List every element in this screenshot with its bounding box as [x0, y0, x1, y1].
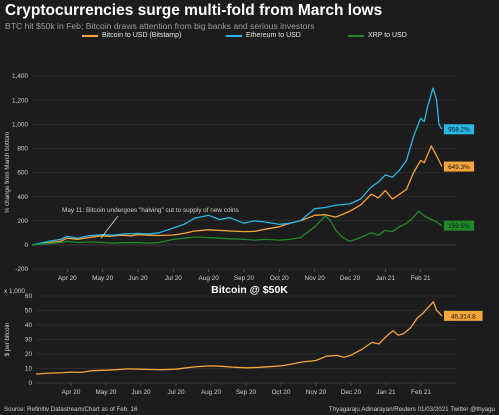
y-tick-label: 1,200: [12, 97, 28, 104]
bottom-y-tick-labels: 0 10 20 30 40 50 60: [25, 293, 33, 387]
y-tick-label: 600: [17, 170, 28, 177]
end-label-box: [444, 310, 483, 321]
bottom-y-axis-title: $ per bitcoin: [4, 322, 11, 356]
x-tick-label: Aug 20: [201, 389, 222, 396]
x-tick-label: Jul 20: [165, 275, 182, 282]
x-tick-label: Apr 20: [62, 389, 81, 396]
end-label-text: 46,314.8: [451, 313, 476, 320]
x-tick-label: Oct 20: [272, 389, 291, 396]
y-tick-label: 50: [25, 308, 33, 315]
x-tick-label: Jul 20: [167, 389, 184, 396]
y-tick-label: 10: [25, 366, 33, 373]
x-tick-label: Oct 20: [270, 275, 289, 282]
legend-item-ethereum: Ethereum to USD: [226, 32, 301, 39]
bottom-unit-label: x 1,000: [4, 288, 25, 295]
end-label-text: 958.2%: [448, 127, 470, 134]
x-tick-label: May 20: [92, 275, 113, 282]
legend-item-bitcoin: Bitcoin to USD (Bitstamp): [82, 32, 181, 39]
legend-swatch-bitcoin: [82, 34, 98, 37]
end-label-box: [443, 220, 475, 231]
legend-item-xrp: XRP to USD: [348, 32, 407, 39]
legend-label-bitcoin: Bitcoin to USD (Bitstamp): [102, 32, 182, 39]
bitcoin-chart-title: Bitcoin @ $50K: [211, 284, 288, 296]
bottom-end-labels: 46,314.8: [444, 310, 483, 321]
y-tick-label: 30: [25, 337, 33, 344]
x-tick-label: Sep 20: [234, 275, 255, 282]
x-tick-label: Nov 20: [305, 275, 326, 282]
y-tick-label: 200: [17, 218, 28, 225]
bottom-x-tick-labels: Apr 20 May 20 Jun 20 Jul 20 Aug 20 Sep 20 Oct …: [62, 383, 431, 396]
source-note: Source: Refinitiv Datastream/Chart as of…: [4, 406, 138, 413]
annotation-pointer: [100, 215, 119, 239]
series-line-0: [35, 301, 443, 375]
x-tick-label: Aug 20: [199, 275, 220, 282]
end-label-0: 649.3%: [443, 161, 475, 172]
legend-label-xrp: XRP to USD: [368, 32, 407, 39]
y-tick-label: 20: [25, 351, 33, 358]
y-tick-label: -200: [15, 266, 28, 273]
end-label-1: 958.2%: [443, 124, 475, 135]
y-tick-label: 60: [25, 293, 33, 300]
legend-swatch-xrp: [348, 34, 364, 37]
end-label-0: 46,314.8: [444, 310, 483, 321]
annotation-text: May 11: Bitcoin undergoes "halving" cut …: [62, 207, 239, 214]
x-tick-label: Dec 20: [340, 275, 361, 282]
x-tick-label: Nov 20: [306, 389, 327, 396]
top-end-labels: 649.3% 958.2% 159.5%: [443, 124, 475, 231]
y-tick-label: 0: [28, 380, 32, 387]
top-x-tick-labels: Apr 20 May 20 Jun 20 Jul 20 Aug 20 Sep 20 Oct …: [58, 269, 431, 282]
legend-label-ethereum: Ethereum to USD: [246, 32, 301, 39]
end-label-box: [443, 161, 475, 172]
x-tick-label: Jun 20: [128, 275, 148, 282]
x-tick-label: Sep 20: [236, 389, 257, 396]
end-label-box: [443, 124, 475, 135]
y-tick-label: 800: [17, 146, 28, 153]
x-tick-label: Feb 21: [411, 389, 431, 396]
top-y-tick-labels: -200 0 200 400 600 800 1,000 1,200 1,400: [12, 73, 28, 273]
series-line-1: [31, 87, 443, 246]
series-line-2: [31, 210, 443, 246]
end-label-text: 649.3%: [448, 164, 470, 171]
x-tick-label: May 20: [96, 389, 117, 396]
y-tick-label: 40: [25, 322, 33, 329]
y-tick-label: 0: [24, 242, 28, 249]
top-y-axis-title: % change from March bottom: [4, 132, 11, 213]
end-label-2: 159.5%: [443, 220, 475, 231]
end-label-text: 159.5%: [448, 223, 470, 230]
bottom-series-lines: [35, 301, 443, 375]
chart-title: Cryptocurrencies surge multi-fold from M…: [5, 2, 383, 19]
x-tick-label: Jan 21: [376, 389, 396, 396]
x-tick-label: Jun 20: [131, 389, 151, 396]
x-tick-label: Apr 20: [58, 275, 77, 282]
credit-note: Thyagaraju Adinarayan/Reuters 01/03/2021…: [328, 406, 495, 413]
y-tick-label: 1,000: [12, 121, 28, 128]
x-tick-label: Dec 20: [341, 389, 362, 396]
x-tick-label: Jan 21: [376, 275, 396, 282]
legend: Bitcoin to USD (Bitstamp) Ethereum to US…: [0, 32, 499, 44]
series-line-0: [31, 145, 443, 246]
x-tick-label: Feb 21: [411, 275, 431, 282]
halving-annotation: May 11: Bitcoin undergoes "halving" cut …: [62, 207, 239, 239]
top-series-lines: [31, 87, 443, 246]
y-tick-label: 400: [17, 194, 28, 201]
y-tick-label: 1,400: [12, 73, 28, 80]
legend-swatch-ethereum: [226, 34, 242, 37]
chart-subtitle: BTC hit $50k in Feb; Bitcoin draws atten…: [5, 21, 315, 31]
